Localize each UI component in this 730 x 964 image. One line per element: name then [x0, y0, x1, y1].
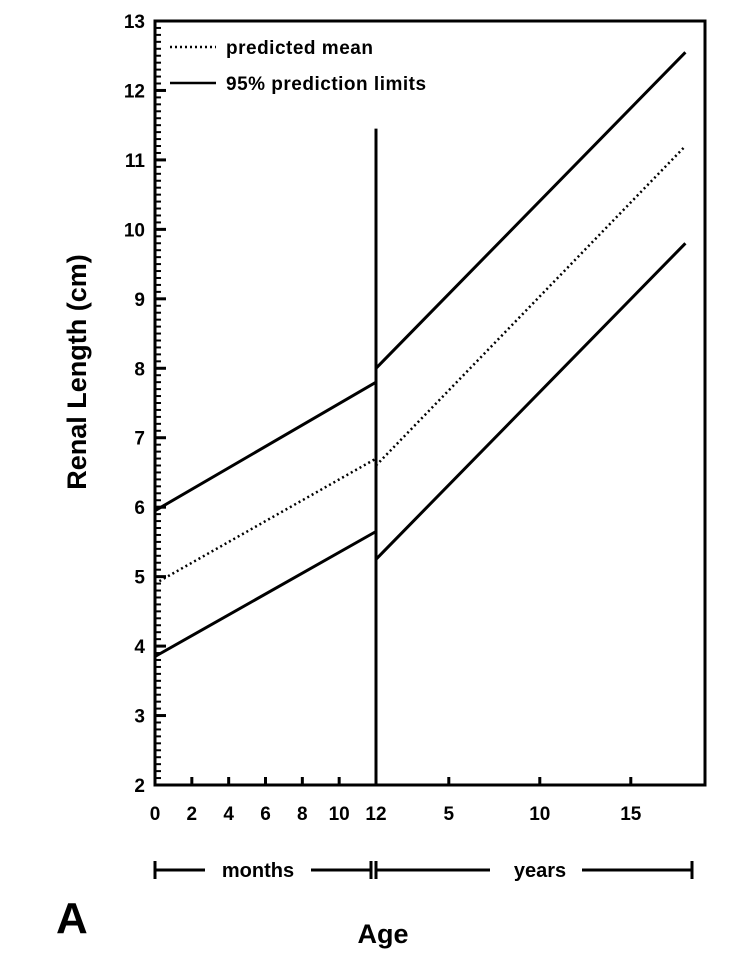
y-tick-label: 8 [134, 359, 145, 380]
y-tick-label: 4 [134, 637, 145, 658]
panel-label: A [56, 894, 88, 943]
y-axis-title: Renal Length (cm) [62, 254, 92, 490]
legend: predicted mean 95% prediction limits [170, 38, 427, 95]
x-axis-ticks: 0 2 4 6 8 10 12 5 10 15 [150, 777, 642, 825]
x-tick-label: 4 [223, 804, 234, 825]
y-tick-label: 3 [134, 707, 145, 728]
x-tick-label: 10 [329, 804, 350, 825]
upper-limit-line-years [374, 51, 687, 370]
legend-label-predicted-mean: predicted mean [226, 38, 373, 59]
x-tick-label: 6 [260, 804, 271, 825]
x-tick-label: 8 [297, 804, 308, 825]
predicted-mean-line-years [375, 145, 687, 467]
x-tick-label: 15 [620, 804, 642, 825]
y-tick-label: 7 [134, 429, 145, 450]
upper-limit-line-months [154, 380, 377, 512]
lower-limit-line-years [374, 242, 687, 561]
y-tick-label: 2 [134, 776, 145, 797]
x-tick-label: 12 [365, 804, 386, 825]
y-tick-label: 11 [125, 151, 146, 172]
x-tick-label: 5 [444, 804, 455, 825]
legend-label-prediction-limits: 95% prediction limits [226, 74, 427, 95]
x-axis-title: Age [357, 919, 408, 949]
x-tick-label: 2 [187, 804, 198, 825]
range-label-years: years [514, 860, 566, 882]
plot-frame [153, 19, 707, 787]
y-tick-label: 12 [124, 81, 145, 102]
y-tick-label: 6 [134, 498, 145, 519]
lower-limit-line-months [154, 530, 377, 658]
y-tick-label: 9 [134, 290, 145, 311]
y-tick-label: 13 [124, 12, 145, 33]
y-tick-label: 5 [134, 568, 145, 589]
y-axis-ticks: 2 3 4 5 6 7 8 9 10 11 12 13 [124, 12, 166, 797]
y-tick-label: 10 [124, 220, 145, 241]
predicted-mean-line-months [154, 457, 377, 585]
x-tick-label: 10 [529, 804, 550, 825]
range-label-months: months [222, 860, 294, 882]
x-tick-label: 0 [150, 804, 161, 825]
series-lines [154, 51, 687, 658]
range-bars: months years [153, 860, 694, 882]
